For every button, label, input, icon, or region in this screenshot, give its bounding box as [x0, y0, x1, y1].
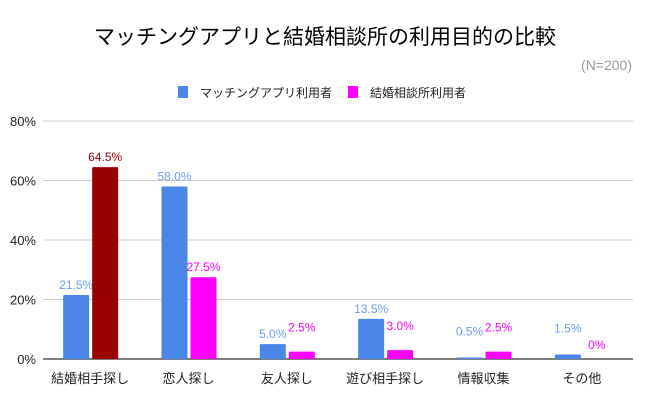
data-label: 13.5%: [354, 302, 388, 316]
y-tick-label: 40%: [10, 233, 36, 248]
x-tick-label: その他: [562, 371, 601, 386]
data-label: 0.5%: [456, 325, 484, 339]
data-label: 2.5%: [485, 321, 513, 335]
data-label: 27.5%: [186, 260, 220, 274]
chart-subtitle: (N=200): [581, 57, 632, 73]
chart-title: マッチングアプリと結婚相談所の利用目的の比較: [94, 26, 556, 49]
legend-swatch-agency: [348, 86, 358, 98]
bar-matching: [259, 344, 286, 359]
bar-agency: [485, 351, 512, 359]
y-tick-label: 80%: [10, 114, 36, 129]
data-label: 64.5%: [88, 150, 122, 164]
data-label: 3.0%: [386, 319, 414, 333]
data-label: 1.5%: [554, 322, 582, 336]
bar-matching: [554, 354, 581, 359]
bar-matching: [358, 318, 385, 359]
x-tick-label: 遊び相手探し: [346, 371, 424, 386]
bar-matching: [161, 186, 188, 359]
x-tick-label: 友人探し: [261, 371, 313, 386]
legend-label-agency: 結婚相談所利用者: [370, 85, 466, 100]
bar-agency: [288, 351, 315, 359]
x-tick-label: 情報収集: [457, 371, 509, 386]
data-label: 58.0%: [157, 169, 191, 183]
legend-label-matching: マッチングアプリ利用者: [200, 86, 332, 100]
legend-swatch-matching: [178, 86, 188, 98]
data-label: 21.5%: [59, 278, 93, 292]
bar-matching: [63, 295, 90, 359]
y-tick-label: 60%: [10, 174, 36, 189]
x-tick-label: 結婚相手探し: [51, 371, 129, 386]
bar-agency: [190, 277, 217, 359]
bar-agency: [387, 350, 414, 359]
data-label: 5.0%: [259, 327, 287, 341]
x-tick-label: 恋人探し: [162, 371, 214, 386]
data-label: 2.5%: [288, 321, 316, 335]
legend: マッチングアプリ利用者 結婚相談所利用者: [178, 85, 466, 100]
y-tick-label: 0%: [17, 352, 36, 367]
y-tick-label: 20%: [10, 293, 36, 308]
bar-matching: [456, 357, 483, 359]
data-label: 0%: [588, 338, 606, 352]
bar-agency: [92, 167, 119, 359]
